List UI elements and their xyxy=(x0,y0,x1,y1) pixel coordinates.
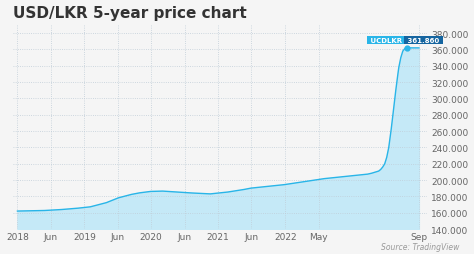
Text: 361.860: 361.860 xyxy=(405,38,442,44)
Text: Source: TradingView: Source: TradingView xyxy=(382,243,460,251)
Text: USD/LKR 5-year price chart: USD/LKR 5-year price chart xyxy=(13,6,247,21)
Text: UCDLKR: UCDLKR xyxy=(368,38,405,44)
